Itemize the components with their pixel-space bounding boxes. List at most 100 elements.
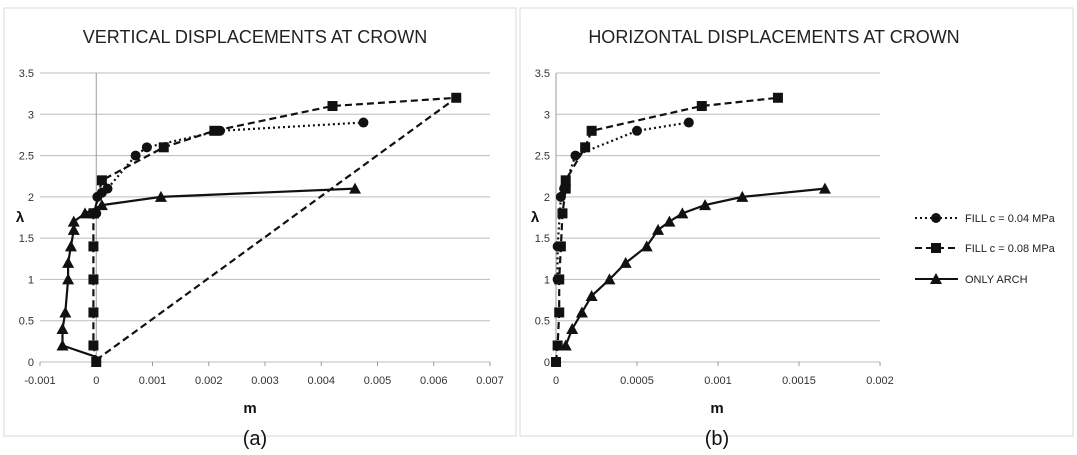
panel-b-xtick-label: 0.0015 [782,375,816,387]
panel-a-frame [3,7,517,437]
panel-b-series-circle-point [570,150,581,161]
legend-marker-circle [931,213,941,223]
panel-a-series-square-point [88,340,99,351]
panel-a-series-square-point [88,274,99,285]
panel-a-xtick-label: 0.001 [139,375,167,387]
panel-b-series-square-point [554,307,565,318]
panel-a-plot: 0 0.5 1 1.5 2 2.5 3 3.5 -0.001 0 0.001 0.002 0.003 0.… [19,68,504,387]
panel-a-series-triangle-point [67,215,80,227]
panel-b-ytick-label: 2.5 [535,151,550,163]
panel-b-series-circle-point [683,117,694,128]
panel-a-xlabel: m [243,400,256,417]
panel-b-series-triangle-point [566,322,579,334]
panel-a-series-circle-point [358,117,369,128]
panel-b-series-square-point [554,274,565,285]
panel-b-xtick-label: 0.002 [866,375,894,387]
panel-b-series-square-point [580,142,591,153]
panel-b-series-triangle-point [699,199,712,211]
panel-b-series-square-point [772,92,783,103]
panel-b-series-square-line [554,96,779,363]
panel-a-series-triangle-point [349,182,361,194]
panel-b-xtick-label: 0.001 [704,375,732,387]
panel-a-series-square-point [91,357,102,367]
panel-a-xtick-label: 0.004 [307,375,335,387]
panel-a-label: (a) [243,428,267,450]
legend-marker-triangle [930,273,942,284]
panel-b-series-triangle-point [603,273,616,285]
panel-b-series-square-point [551,357,561,367]
panel-a-xtick-label: 0 [93,375,99,387]
panel-a-series-triangle-point [79,207,91,219]
panel-b-series-triangle-point [663,215,676,227]
panel-b-ylabel: λ [531,209,540,226]
panel-b-series-square-point [560,183,571,194]
panel-b-series-square-point [560,175,571,186]
panel-a-title: VERTICAL DISPLACEMENTS AT CROWN [83,27,427,47]
panel-a-ytick-label: 3.5 [19,68,34,80]
panel-b-ytick-label: 1.5 [535,233,550,245]
panel-b-frame [519,7,1074,437]
panel-a-xtick-label: 0.003 [251,375,279,387]
panel-a-ylabel: λ [16,209,25,226]
legend-label-only-arch: ONLY ARCH [965,274,1028,286]
panel-b-ytick-label: 0 [544,357,550,369]
panel-b-series-triangle-point [585,289,598,301]
panel-a-series-triangle-point [64,240,77,252]
panel-b-series-triangle-point [818,182,831,194]
panel-b-series-triangle-point [652,223,665,235]
panel-a-xtick-label: 0.006 [420,375,448,387]
panel-a-series-triangle-point [154,190,167,202]
panel-a-series-square-point [327,101,338,112]
panel-a: VERTICAL DISPLACEMENTS AT CROWN λ m (a) … [3,7,517,450]
panel-b-series-square-point [555,241,566,252]
panel-b-ytick-label: 0.5 [535,316,550,328]
panel-a-series-square-point [209,125,220,136]
panel-b-series-square-point [586,125,597,136]
panel-b-series-triangle-point [640,240,653,252]
panel-b-series-triangle-point [736,190,749,202]
panel-b-title: HORIZONTAL DISPLACEMENTS AT CROWN [588,27,959,47]
panel-a-series-square-point [88,307,99,318]
panel-b: HORIZONTAL DISPLACEMENTS AT CROWN λ m (b… [519,7,1074,450]
panel-a-ytick-label: 0.5 [19,316,34,328]
panel-a-series-circle-point [130,150,141,161]
panel-a-series-triangle-point [95,199,108,211]
panel-a-ytick-label: 3 [28,109,34,121]
panel-b-series-circle-point [632,125,642,136]
panel-a-series-triangle-point [56,339,69,351]
panel-a-xtick-label: 0.005 [364,375,392,387]
panel-a-ytick-label: 2.5 [19,151,34,163]
panel-b-ytick-label: 1 [544,274,550,286]
panel-b-label: (b) [705,428,729,450]
panel-a-series-triangle-point [59,306,72,318]
panel-b-series-triangle-point [619,256,632,268]
panel-b-series-square-point [557,208,568,219]
panel-a-ytick-label: 1 [28,274,34,286]
panel-b-series-square-point [696,101,707,112]
panel-a-xtick-label: -0.001 [24,375,55,387]
legend-marker-square [931,243,941,253]
panel-a-xtick-label: 0.002 [195,375,223,387]
panel-b-xtick-label: 0 [553,375,559,387]
panel-a-series-square-point [158,142,169,153]
panel-b-xlabel: m [710,400,723,417]
panel-a-series-circle-line [95,121,364,214]
panel-a-xtick-label: 0.007 [476,375,504,387]
legend-label-fill-008: FILL c = 0.08 MPa [965,243,1056,255]
panel-a-ytick-label: 2 [28,192,34,204]
legend-entry-fill-008: FILL c = 0.08 MPa [915,243,1056,255]
panel-a-series-square-point [96,175,107,186]
panel-a-series-triangle-point [56,322,69,334]
panel-b-ytick-label: 2 [544,192,550,204]
legend-entry-only-arch: ONLY ARCH [915,273,1028,286]
panel-a-series-square-point [89,208,99,219]
panel-b-series-square-point [552,340,563,351]
panel-b-series-triangle-point [575,306,588,318]
legend-entry-fill-004: FILL c = 0.04 MPa [915,213,1056,225]
panel-b-ytick-label: 3.5 [535,68,550,80]
panel-b-ytick-label: 3 [544,109,550,121]
panel-a-series-triangle-point [62,256,75,268]
panel-b-plot: 0 0.5 1 1.5 2 2.5 3 3.5 0 0.0005 0.001 0.0015 0.002 [535,68,894,387]
